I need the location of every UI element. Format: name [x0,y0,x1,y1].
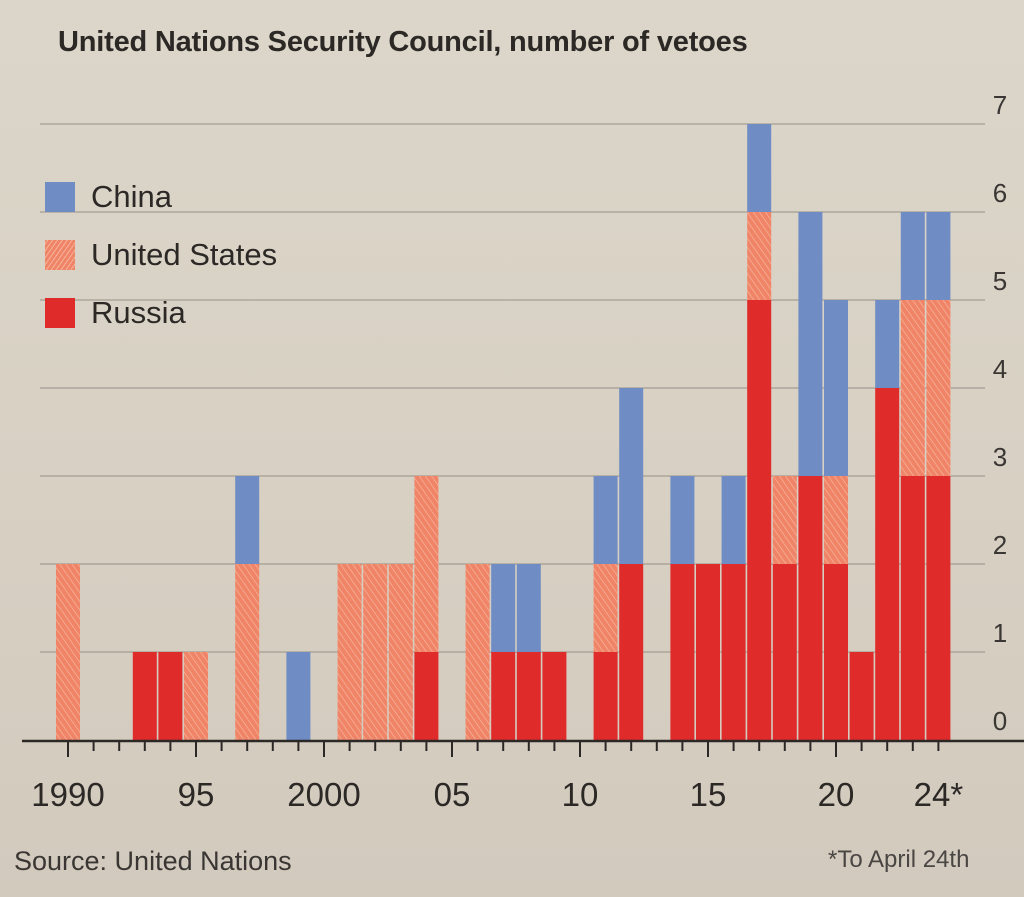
bar-russia-2016 [721,564,746,740]
bar-united-states-2001 [337,564,362,740]
x-tick-label: 20 [818,776,855,813]
bar-russia-2014 [670,564,695,740]
y-tick-label: 5 [993,266,1007,296]
bar-russia-2019 [798,476,823,740]
bar-russia-2022 [875,388,900,740]
legend-item-russia: Russia [45,284,277,342]
bar-china-2014 [670,476,695,564]
bar-china-1999 [286,652,311,740]
bar-russia-2018 [772,564,797,740]
legend-label-united-states: United States [91,237,278,272]
bar-united-states-2018 [772,476,797,564]
bar-russia-2020 [824,564,848,740]
bar-united-states-2004 [414,476,439,652]
x-tick-label: 10 [562,776,599,813]
x-tick-label: 24* [914,776,964,813]
y-tick-label: 7 [993,90,1007,120]
bar-china-2008 [516,564,541,652]
x-axis: 1990 95 2000 05 10 15 20 24* [22,739,1024,813]
y-tick-label: 2 [993,530,1007,560]
bar-china-2022 [875,300,900,388]
bar-china-2016 [721,476,746,564]
legend-swatch-united-states [45,240,75,270]
bar-united-states-2011 [593,564,618,652]
bar-china-2024 [926,212,951,300]
legend-label-russia: Russia [91,295,186,330]
bar-russia-2017 [747,300,772,740]
bar-russia-2009 [542,652,567,740]
legend-swatch-china [45,182,75,212]
bar-russia-2012 [619,564,644,740]
bar-united-states-2024 [926,300,951,476]
source-note: Source: United Nations [14,846,292,876]
bar-china-2012 [619,388,644,564]
bar-china-2011 [593,476,618,564]
bar-russia-2011 [593,652,618,740]
bar-united-states-2006 [465,564,490,740]
y-tick-label: 6 [993,178,1007,208]
bar-russia-2023 [900,476,925,740]
bar-united-states-1997 [235,564,260,740]
y-tick-label: 4 [993,354,1007,384]
bar-united-states-1990 [56,564,80,740]
bar-united-states-1995 [184,652,208,740]
bars [56,124,951,740]
bar-china-1997 [235,476,260,564]
bar-russia-1993 [132,652,157,740]
bar-united-states-2003 [388,564,413,740]
bar-russia-2021 [849,652,874,740]
legend-item-united-states: United States [45,226,277,284]
bar-russia-2004 [414,652,439,740]
chart-title: United Nations Security Council, number … [58,26,748,58]
y-tick-label: 1 [993,618,1007,648]
legend: China United States Russia [45,168,277,342]
legend-item-china: China [45,168,277,226]
x-tick-label: 2000 [287,776,360,813]
bar-russia-2015 [696,564,720,740]
bar-russia-2007 [491,652,516,740]
footnote: *To April 24th [828,846,970,873]
y-axis-labels: 0 1 2 3 4 5 6 7 [993,90,1007,736]
bar-china-2019 [798,212,823,476]
x-tick-label: 05 [434,776,471,813]
bar-china-2023 [900,212,925,300]
x-tick-label: 15 [690,776,727,813]
bar-china-2017 [747,124,772,212]
x-tick-label: 95 [178,776,215,813]
legend-label-china: China [91,179,172,214]
bar-united-states-2020 [824,476,848,564]
y-tick-label: 3 [993,442,1007,472]
y-tick-label: 0 [993,706,1007,736]
bar-united-states-2017 [747,212,772,300]
bar-united-states-2023 [900,300,925,476]
x-tick-label: 1990 [31,776,104,813]
bar-russia-2008 [516,652,541,740]
legend-swatch-russia [45,298,75,328]
bar-russia-2024 [926,476,951,740]
bar-united-states-2002 [363,564,388,740]
bar-china-2007 [491,564,516,652]
bar-china-2020 [824,300,848,476]
bar-russia-1994 [158,652,183,740]
